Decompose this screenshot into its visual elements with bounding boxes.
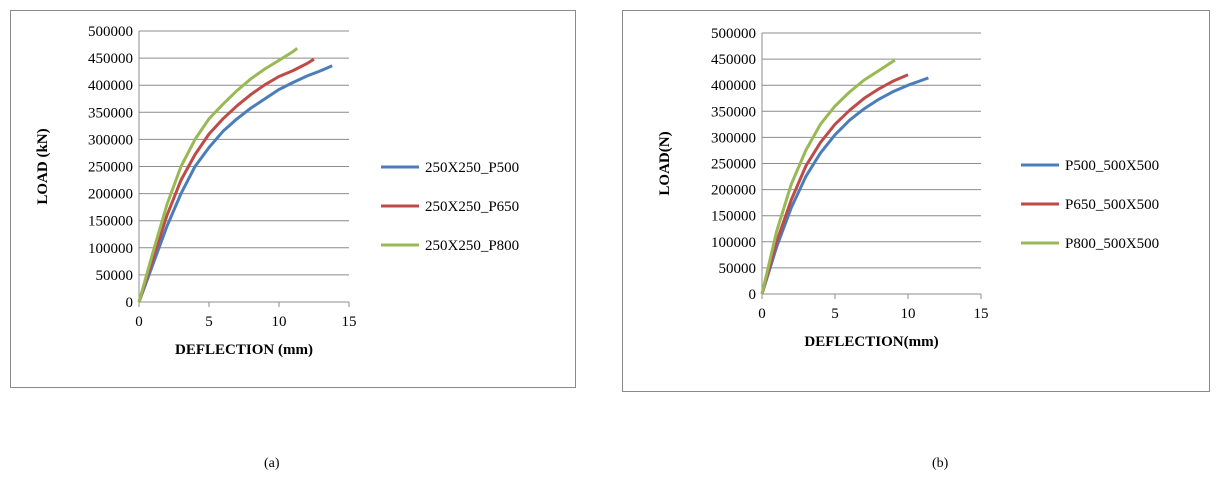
chart-panel-b: 0 50000 100000 150000 200000 250000 300000 3500…	[622, 10, 1210, 392]
y-tick-label: 200000	[88, 187, 133, 203]
chart-a-series-line-2	[137, 57, 315, 303]
y-tick-label: 450000	[88, 51, 133, 67]
y-tick-label: 50000	[719, 261, 757, 277]
y-tick-label: 200000	[711, 183, 756, 199]
chart-b-legend-label-1: P500_500X500	[1065, 158, 1159, 174]
x-tick-label: 10	[901, 306, 916, 322]
y-tick-label: 150000	[88, 214, 133, 230]
y-tick-label: 350000	[711, 104, 756, 120]
chart-b-series-line-1	[760, 76, 929, 295]
x-tick-label: 0	[758, 306, 766, 322]
chart-b-legend-label-2: P650_500X500	[1065, 197, 1159, 213]
x-tick-label: 5	[831, 306, 839, 322]
y-tick-label: 50000	[96, 268, 134, 284]
y-tick-label: 100000	[711, 235, 756, 251]
y-tick-label: 350000	[88, 105, 133, 121]
chart-a-series-line-3	[137, 47, 299, 303]
y-tick-label: 150000	[711, 209, 756, 225]
y-tick-label: 400000	[711, 78, 756, 94]
y-tick-label: 250000	[88, 160, 133, 176]
y-tick-label: 450000	[711, 52, 756, 68]
chart-a-legend-label-1: 250X250_P500	[425, 160, 519, 176]
y-tick-label: 300000	[88, 132, 133, 148]
y-tick-label: 500000	[88, 24, 133, 40]
chart-b-svg: 0 50000 100000 150000 200000 250000 300000 3500…	[657, 26, 1159, 350]
caption-b: (b)	[932, 456, 949, 471]
y-axis-label: LOAD (kN)	[35, 128, 51, 204]
x-tick-label: 15	[342, 314, 357, 330]
y-tick-label: 300000	[711, 130, 756, 146]
y-tick-label: 0	[126, 295, 134, 311]
chart-a-series-line-1	[137, 64, 333, 303]
y-tick-label: 250000	[711, 157, 756, 173]
y-tick-label: 100000	[88, 241, 133, 257]
chart-b-legend-label-3: P800_500X500	[1065, 236, 1159, 252]
y-axis-label: LOAD(N)	[657, 131, 673, 195]
chart-a-legend-label-2: 250X250_P650	[425, 199, 519, 215]
x-axis-label: DEFLECTION (mm)	[175, 342, 313, 358]
y-tick-label: 500000	[711, 26, 756, 42]
chart-panel-a: 0 50000 100000 150000 200000 250000 300000 3500…	[10, 10, 576, 388]
x-tick-label: 15	[974, 306, 989, 322]
x-axis-label: DEFLECTION(mm)	[804, 334, 938, 350]
y-tick-label: 400000	[88, 78, 133, 94]
y-tick-label: 0	[749, 287, 757, 303]
x-tick-label: 0	[135, 314, 143, 330]
chart-b-series-line-3	[760, 58, 896, 295]
chart-a-svg: 0 50000 100000 150000 200000 250000 300000 3500…	[35, 24, 519, 358]
x-tick-label: 5	[205, 314, 213, 330]
chart-b-series-line-2	[760, 73, 909, 295]
chart-a-legend-label-3: 250X250_P800	[425, 238, 519, 254]
x-tick-label: 10	[272, 314, 287, 330]
caption-a: (a)	[264, 456, 280, 471]
